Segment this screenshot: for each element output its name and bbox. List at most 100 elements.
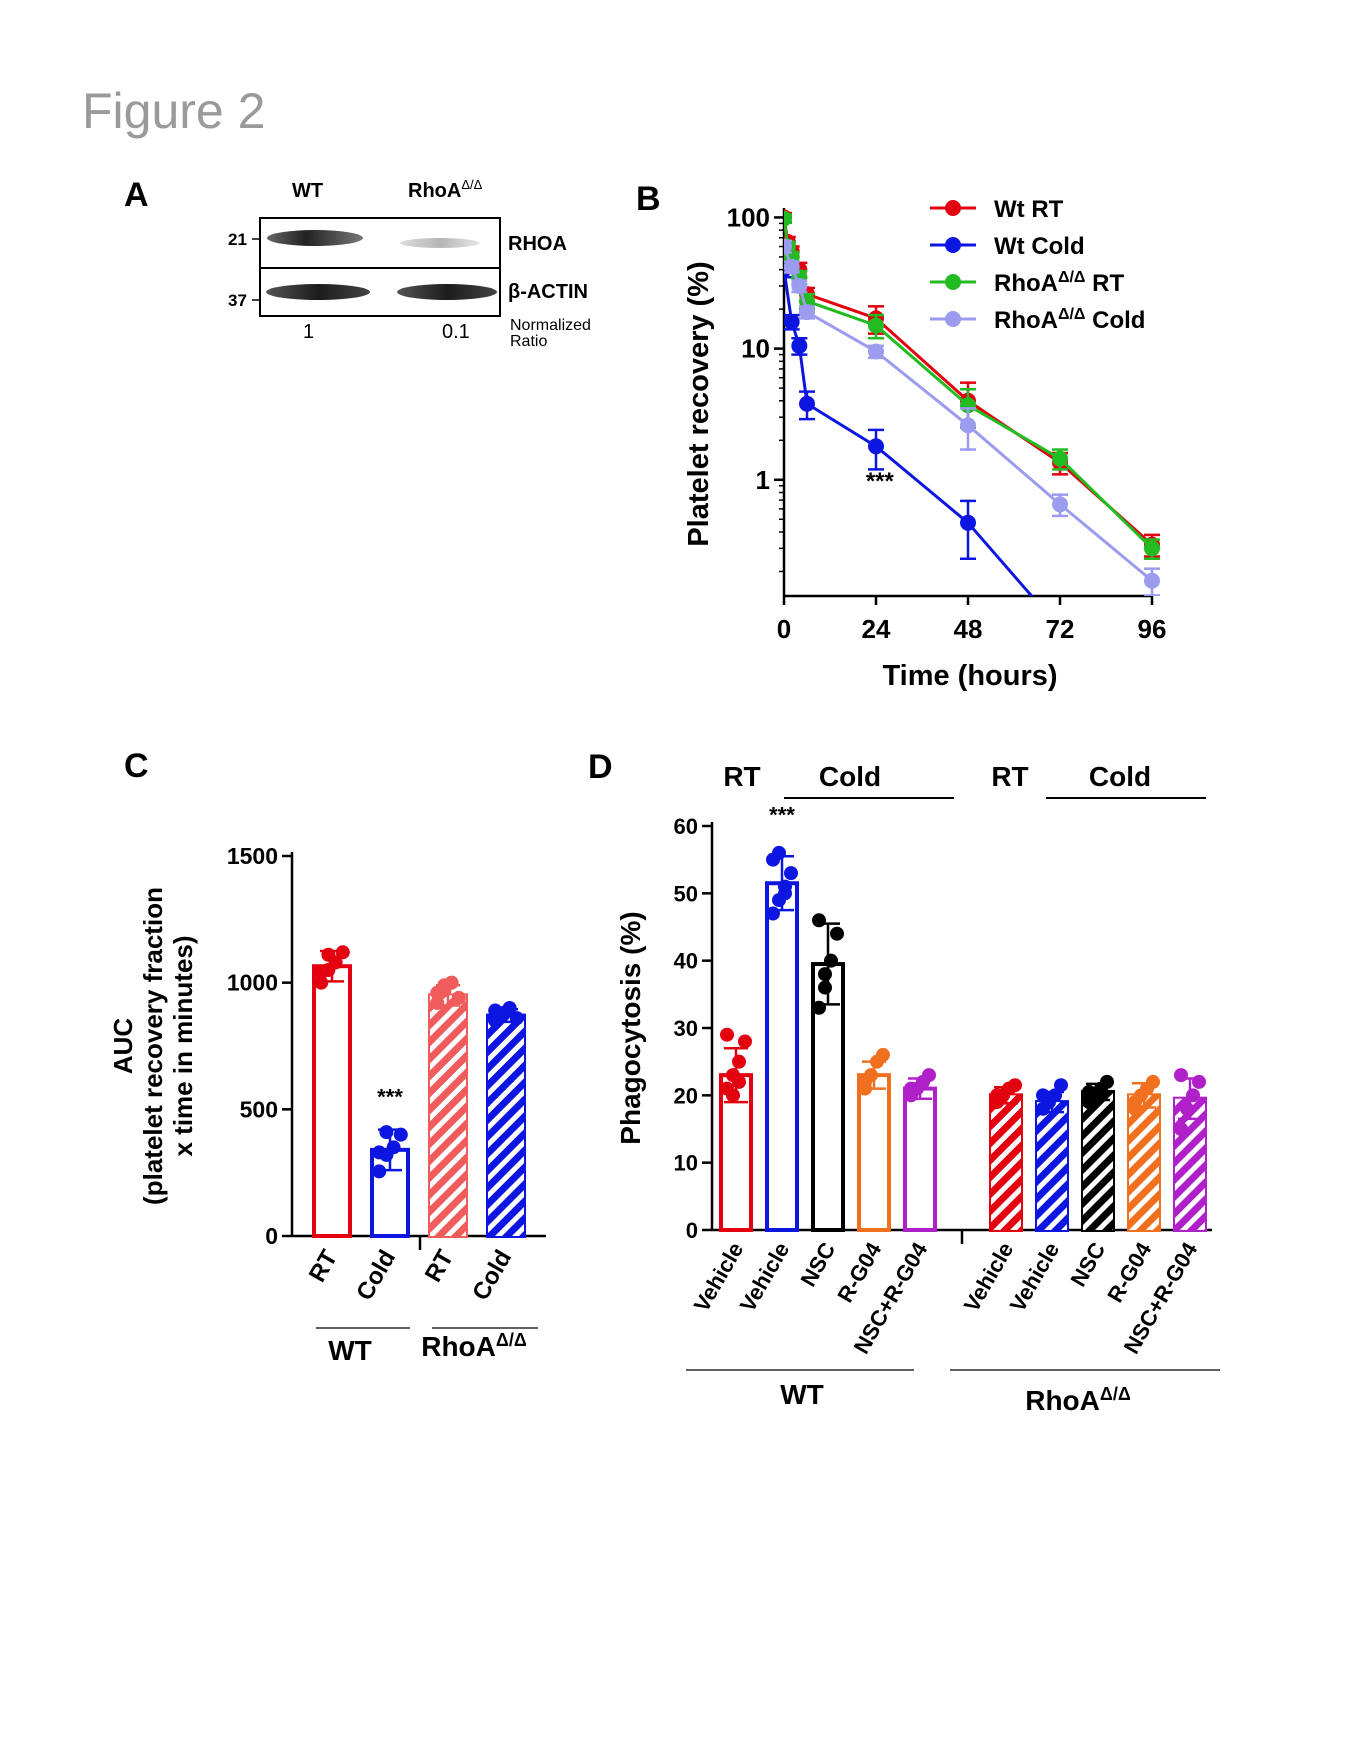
band-actin-knockout [397, 284, 497, 300]
bar-group-1 [719, 1027, 753, 1232]
data-point [372, 1164, 387, 1179]
data-point [830, 926, 844, 941]
bar-group-1 [312, 945, 352, 1238]
data-point [495, 1008, 510, 1023]
y-tick-label: 40 [674, 949, 698, 974]
data-point [799, 304, 815, 321]
data-point [738, 1034, 752, 1049]
data-point [960, 417, 976, 434]
bar-group-10 [1173, 1068, 1207, 1232]
data-point [386, 1140, 401, 1155]
data-point [784, 313, 800, 330]
data-point [732, 1074, 746, 1089]
data-point [437, 978, 452, 993]
x-tick-label: 0 [777, 614, 791, 644]
y-tick-label: 10 [674, 1151, 698, 1176]
x-category-label: RT [304, 1245, 344, 1287]
band-label-actin: β-ACTIN [508, 281, 588, 303]
data-point [1052, 450, 1068, 467]
data-point [314, 975, 329, 990]
y-tick-label: 20 [674, 1083, 698, 1108]
mw-marker-37: 37 [228, 291, 247, 310]
significance-marker: *** [377, 1084, 403, 1109]
bar-hatch-lines [488, 1015, 524, 1236]
data-point [812, 1000, 826, 1015]
panel-d-letter: D [588, 748, 613, 786]
data-point [335, 945, 350, 960]
data-point [791, 337, 808, 354]
data-point [430, 995, 445, 1010]
data-point [818, 967, 832, 982]
x-category-label: Cold [351, 1246, 401, 1306]
x-tick-label: 96 [1138, 614, 1167, 644]
series-rhoa-cold [784, 238, 1160, 596]
y-tick-label: 1500 [227, 843, 278, 869]
data-point [868, 317, 884, 334]
data-point [766, 906, 780, 921]
y-tick-label: 50 [674, 881, 698, 906]
y-tick-label: 30 [674, 1016, 698, 1041]
y-tick-label: 1 [756, 465, 770, 495]
x-category-label: NSC [1065, 1238, 1110, 1291]
legend-label: RhoAΔ/Δ RT [994, 269, 1124, 297]
data-point [784, 258, 800, 275]
data-point [1146, 1074, 1160, 1089]
header-rt-rhoa: RT [991, 761, 1028, 792]
bar-hatch-lines [1037, 1102, 1067, 1230]
bar-hatch-lines [430, 995, 466, 1236]
significance-marker: *** [866, 468, 895, 495]
legend-marker [945, 311, 961, 327]
data-point [858, 1074, 872, 1089]
legend-label: Wt RT [994, 196, 1064, 223]
data-point [868, 343, 884, 360]
data-point [922, 1068, 936, 1083]
legend-marker [945, 274, 961, 290]
data-point [1186, 1088, 1200, 1103]
x-tick-label: 48 [954, 614, 983, 644]
data-point [732, 1054, 746, 1069]
bar-hatch-lines [1175, 1098, 1205, 1230]
ratio-value-rhoa: 0.1 [442, 321, 470, 343]
legend-marker [945, 200, 961, 216]
bar-group-7 [1035, 1078, 1069, 1232]
group-label-wt: WT [328, 1335, 372, 1366]
y-tick-label: 10 [741, 334, 770, 364]
x-category-label: RT [420, 1245, 460, 1287]
data-point [824, 953, 838, 968]
y-tick-label: 0 [265, 1223, 278, 1249]
lane-label-rhoa: RhoAΔ/Δ [408, 177, 483, 202]
bar-group-6 [989, 1078, 1023, 1233]
header-cold-wt: Cold [819, 761, 881, 792]
y-tick-label: 0 [686, 1218, 698, 1243]
x-tick-label: 24 [862, 614, 891, 644]
x-tick-label: 72 [1046, 614, 1075, 644]
bar-group-8 [1081, 1074, 1115, 1233]
data-point [1100, 1074, 1114, 1089]
bar-hatch-lines [991, 1095, 1021, 1230]
legend-label: RhoAΔ/Δ Cold [994, 306, 1145, 334]
data-point [1048, 1088, 1062, 1103]
data-point [1052, 496, 1068, 513]
data-point [784, 210, 792, 227]
data-point [960, 514, 976, 531]
bar [903, 1086, 937, 1232]
ratio-label-line2: Ratio [510, 333, 547, 350]
y-tick-label: 1000 [227, 970, 278, 996]
significance-marker: *** [769, 803, 795, 828]
y-axis-title: Phagocytosis (%) [615, 911, 646, 1144]
panel-a-western-blot: A WT RhoAΔ/Δ 21 37 RHOA β-ACTIN 1 0.1 No… [124, 176, 591, 350]
data-point [1082, 1084, 1096, 1099]
data-point [720, 1027, 734, 1042]
y-tick-label: 500 [240, 1096, 278, 1122]
y-axis-title: AUC(platelet recovery fractionx time in … [108, 887, 198, 1205]
lane-label-wt: WT [292, 180, 323, 202]
data-point [1008, 1078, 1022, 1093]
bar-group-3 [428, 975, 468, 1238]
y-tick-label: 100 [727, 202, 770, 232]
bar-hatch-lines [1083, 1091, 1113, 1230]
bar-group-3 [811, 913, 845, 1232]
group-label-rhoa: RhoAΔ/Δ [1025, 1384, 1131, 1416]
data-point [1054, 1078, 1068, 1093]
legend: Wt RT Wt Cold RhoAΔ/Δ RT RhoAΔ/Δ Cold [930, 196, 1145, 334]
